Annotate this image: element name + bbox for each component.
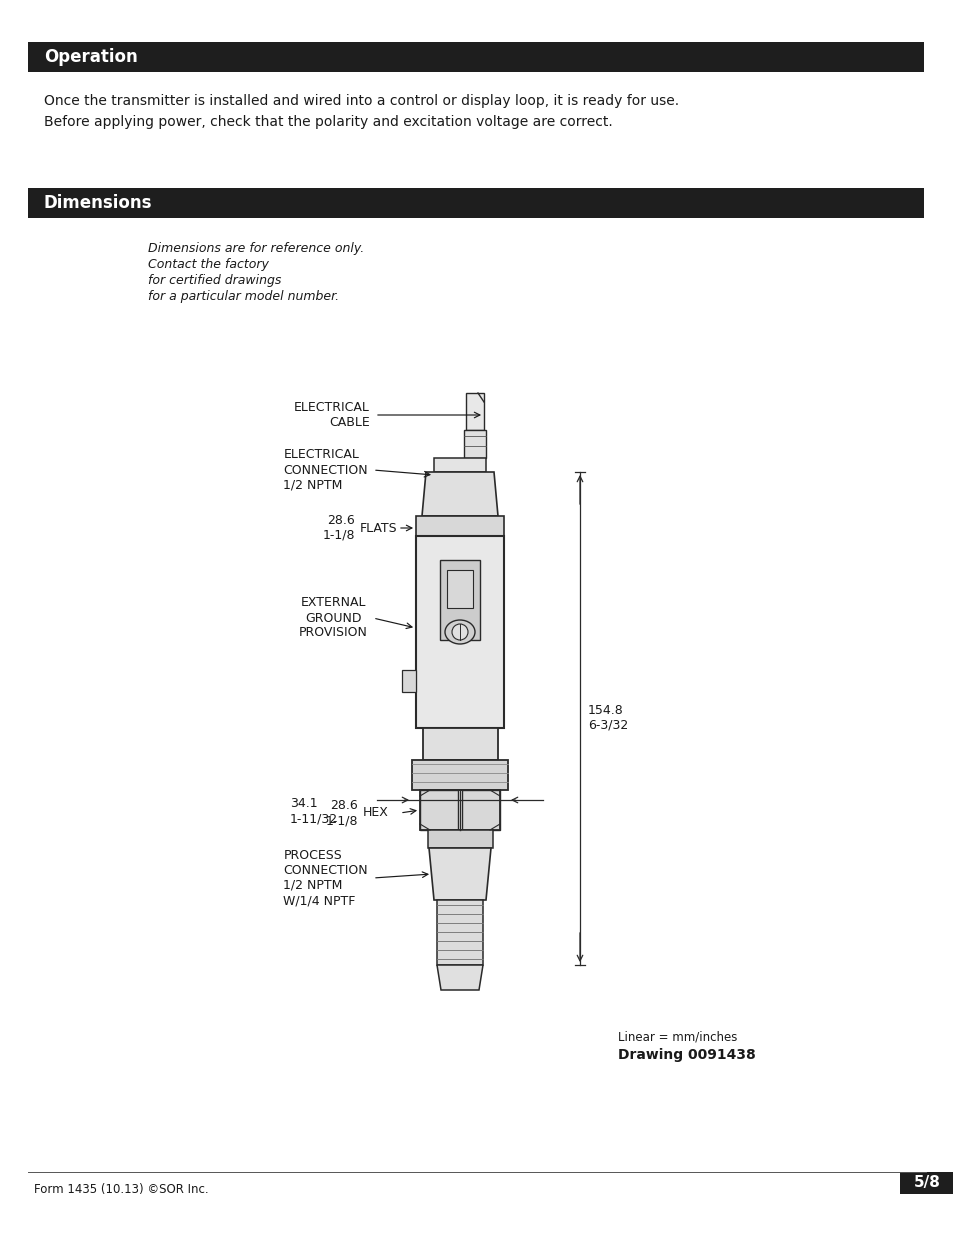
Bar: [422, 727, 497, 760]
Text: Drawing 0091438: Drawing 0091438: [618, 1049, 755, 1062]
Ellipse shape: [444, 620, 475, 643]
Bar: [28, 188, 923, 219]
Text: ELECTRICAL
CONNECTION
1/2 NPTM: ELECTRICAL CONNECTION 1/2 NPTM: [283, 448, 368, 492]
Circle shape: [452, 624, 468, 640]
Text: Dimensions: Dimensions: [44, 194, 152, 212]
Text: 28.6
1-1/8: 28.6 1-1/8: [322, 514, 355, 542]
Bar: [434, 458, 485, 472]
Bar: [416, 536, 503, 727]
Text: PROCESS
CONNECTION
1/2 NPTM
W/1/4 NPTF: PROCESS CONNECTION 1/2 NPTM W/1/4 NPTF: [283, 848, 368, 906]
Text: Linear = mm/inches: Linear = mm/inches: [618, 1030, 737, 1044]
Bar: [419, 790, 457, 830]
Bar: [447, 571, 473, 608]
Bar: [899, 1172, 953, 1194]
Text: FLATS: FLATS: [359, 521, 397, 535]
Polygon shape: [429, 848, 491, 900]
Text: for a particular model number.: for a particular model number.: [148, 290, 338, 303]
Bar: [428, 830, 493, 848]
Text: 154.8
6-3/32: 154.8 6-3/32: [587, 704, 628, 732]
Bar: [412, 760, 507, 790]
Bar: [463, 430, 485, 458]
Bar: [436, 900, 482, 965]
Text: 28.6
1-1/8: 28.6 1-1/8: [325, 799, 357, 827]
Bar: [416, 516, 503, 536]
Text: EXTERNAL
GROUND
PROVISION: EXTERNAL GROUND PROVISION: [299, 597, 368, 640]
Bar: [439, 559, 479, 640]
Bar: [419, 790, 499, 830]
Text: Dimensions are for reference only.: Dimensions are for reference only.: [148, 242, 364, 254]
Text: 34.1
1-11/32: 34.1 1-11/32: [290, 797, 337, 825]
Text: Once the transmitter is installed and wired into a control or display loop, it i: Once the transmitter is installed and wi…: [44, 94, 679, 107]
Text: Form 1435 (10.13) ©SOR Inc.: Form 1435 (10.13) ©SOR Inc.: [34, 1182, 209, 1195]
Text: HEX: HEX: [363, 806, 389, 820]
Text: 5/8: 5/8: [913, 1176, 940, 1191]
Bar: [401, 671, 416, 692]
Text: Operation: Operation: [44, 48, 137, 65]
Text: ELECTRICAL
CABLE: ELECTRICAL CABLE: [294, 401, 370, 429]
Bar: [461, 790, 499, 830]
Text: for certified drawings: for certified drawings: [148, 274, 281, 287]
Text: Contact the factory: Contact the factory: [148, 258, 269, 270]
Text: Before applying power, check that the polarity and excitation voltage are correc: Before applying power, check that the po…: [44, 115, 612, 128]
Bar: [28, 42, 923, 72]
Bar: [465, 393, 483, 430]
Polygon shape: [421, 472, 497, 516]
Polygon shape: [436, 965, 482, 990]
